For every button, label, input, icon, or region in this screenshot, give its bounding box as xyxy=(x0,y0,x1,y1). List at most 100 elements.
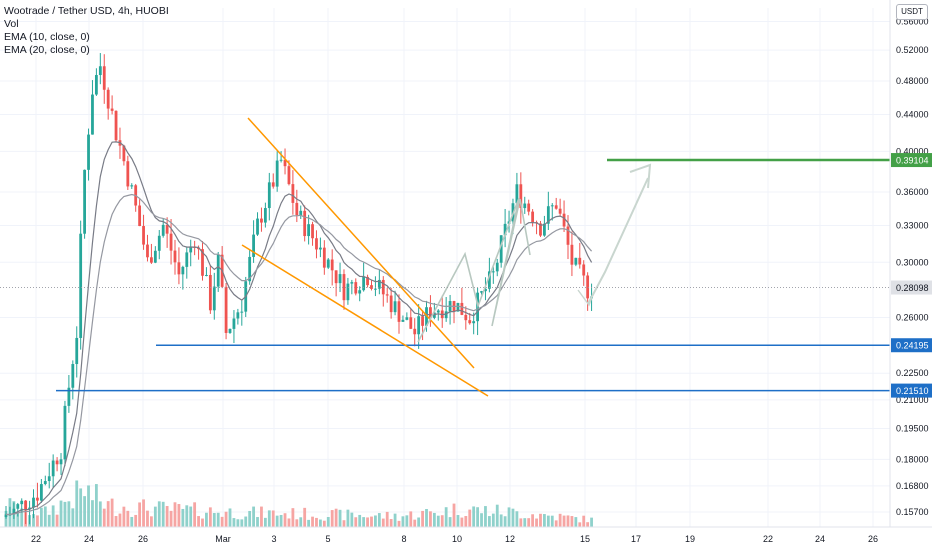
candle-body xyxy=(393,301,397,313)
volume-bar xyxy=(51,505,55,527)
volume-bar xyxy=(472,506,476,527)
ema20-line xyxy=(6,193,593,516)
volume-bar xyxy=(59,500,63,527)
candle-body xyxy=(146,244,149,258)
candle-body xyxy=(208,274,212,311)
candle-body xyxy=(16,504,20,509)
volume-bar xyxy=(79,488,83,527)
volume-bar xyxy=(417,517,421,527)
volume-bar xyxy=(507,507,511,527)
last-price-label: 0.28098 xyxy=(896,283,929,293)
volume-bar xyxy=(161,501,165,527)
candle-body xyxy=(138,205,142,227)
candle-body xyxy=(165,224,169,234)
volume-bar xyxy=(527,518,531,527)
volume-bar xyxy=(32,514,35,527)
candle-body xyxy=(256,218,259,235)
time-tick-label: 12 xyxy=(505,534,515,544)
candle-body xyxy=(358,290,362,294)
candle-body xyxy=(495,262,499,272)
candle-body xyxy=(12,508,16,515)
time-tick-label: 3 xyxy=(271,534,276,544)
candle-body xyxy=(401,319,405,322)
price-tick-label: 0.33000 xyxy=(896,221,929,231)
volume-bar xyxy=(543,514,546,527)
volume-bar xyxy=(177,504,181,527)
ema20-legend[interactable]: EMA (20, close, 0) xyxy=(4,44,90,56)
price-axis[interactable]: 0.56000 0.52000 0.48000 0.44000 0.40000 0.360… xyxy=(896,17,929,518)
candle-body xyxy=(299,210,303,216)
candle-body xyxy=(546,206,550,224)
volume-bar xyxy=(531,514,535,527)
volume-bar xyxy=(381,518,385,527)
volume-bar xyxy=(189,506,193,527)
drawing-tools[interactable] xyxy=(0,117,890,397)
price-tick-label: 0.16800 xyxy=(896,481,929,491)
volume-bar xyxy=(20,508,24,527)
time-tick-label: 5 xyxy=(325,534,330,544)
candle-body xyxy=(381,279,385,295)
volume-bar xyxy=(224,511,228,527)
symbol-title[interactable]: Wootrade / Tether USD, 4h, HUOBI xyxy=(4,5,169,17)
currency-badge[interactable]: USDT xyxy=(896,4,928,20)
candle-body xyxy=(142,226,145,245)
candle-body xyxy=(385,294,389,296)
candle-body xyxy=(91,94,94,135)
volume-bar xyxy=(393,513,397,527)
volume-bar xyxy=(503,516,507,527)
candle-body xyxy=(456,302,460,312)
volume-bar xyxy=(291,508,295,527)
candle-body xyxy=(153,250,157,263)
volume-bar xyxy=(330,510,334,527)
candle-body xyxy=(523,203,527,209)
volume-bar xyxy=(279,514,283,527)
candle-body xyxy=(71,364,75,388)
candle-body xyxy=(232,318,236,329)
candle-body xyxy=(189,246,193,253)
support-lower-label-bg xyxy=(891,383,932,398)
volume-bar xyxy=(47,514,51,527)
volume-bar xyxy=(562,515,566,527)
volume-bar xyxy=(401,516,405,527)
candle-body xyxy=(444,311,448,319)
candle-body xyxy=(47,476,51,482)
candle-body xyxy=(83,169,86,234)
candle-body xyxy=(283,159,287,167)
candle-body xyxy=(98,66,102,76)
time-tick-label: 22 xyxy=(31,534,41,544)
volume-bar xyxy=(71,508,75,527)
volume-bar xyxy=(409,511,413,527)
candle-body xyxy=(554,205,558,209)
volume-bar xyxy=(511,508,515,527)
volume-bar xyxy=(220,516,224,527)
candle-body xyxy=(169,233,173,251)
candle-body xyxy=(252,234,255,257)
volume-bar xyxy=(130,516,134,527)
candle-body xyxy=(582,264,586,276)
volume-bar xyxy=(252,506,255,527)
volume-bar xyxy=(338,509,342,527)
volume-bar xyxy=(436,515,440,527)
candle-body xyxy=(114,110,118,141)
time-axis[interactable]: 22 24 26 Mar 3 5 8 10 12 15 17 19 22 24 26 xyxy=(31,534,878,544)
candle-body xyxy=(330,259,334,271)
volume-bar xyxy=(515,511,519,527)
volume-legend[interactable]: Vol xyxy=(4,18,19,30)
candle-body xyxy=(421,316,424,326)
price-tick-label: 0.52000 xyxy=(896,45,929,55)
volume-bar xyxy=(590,517,593,527)
candle-body xyxy=(55,460,59,465)
ema10-legend[interactable]: EMA (10, close, 0) xyxy=(4,31,90,43)
volume-bar xyxy=(267,510,271,527)
candle-body xyxy=(275,160,279,187)
volume-bar xyxy=(326,516,330,527)
projection-start xyxy=(577,289,595,307)
candle-body xyxy=(94,75,98,95)
candle-body xyxy=(397,301,401,322)
candle-body xyxy=(110,108,114,111)
volume-bar xyxy=(83,496,86,527)
price-tick-label: 0.15700 xyxy=(896,507,929,517)
candle-body xyxy=(248,256,252,282)
volume-bar xyxy=(484,506,487,527)
